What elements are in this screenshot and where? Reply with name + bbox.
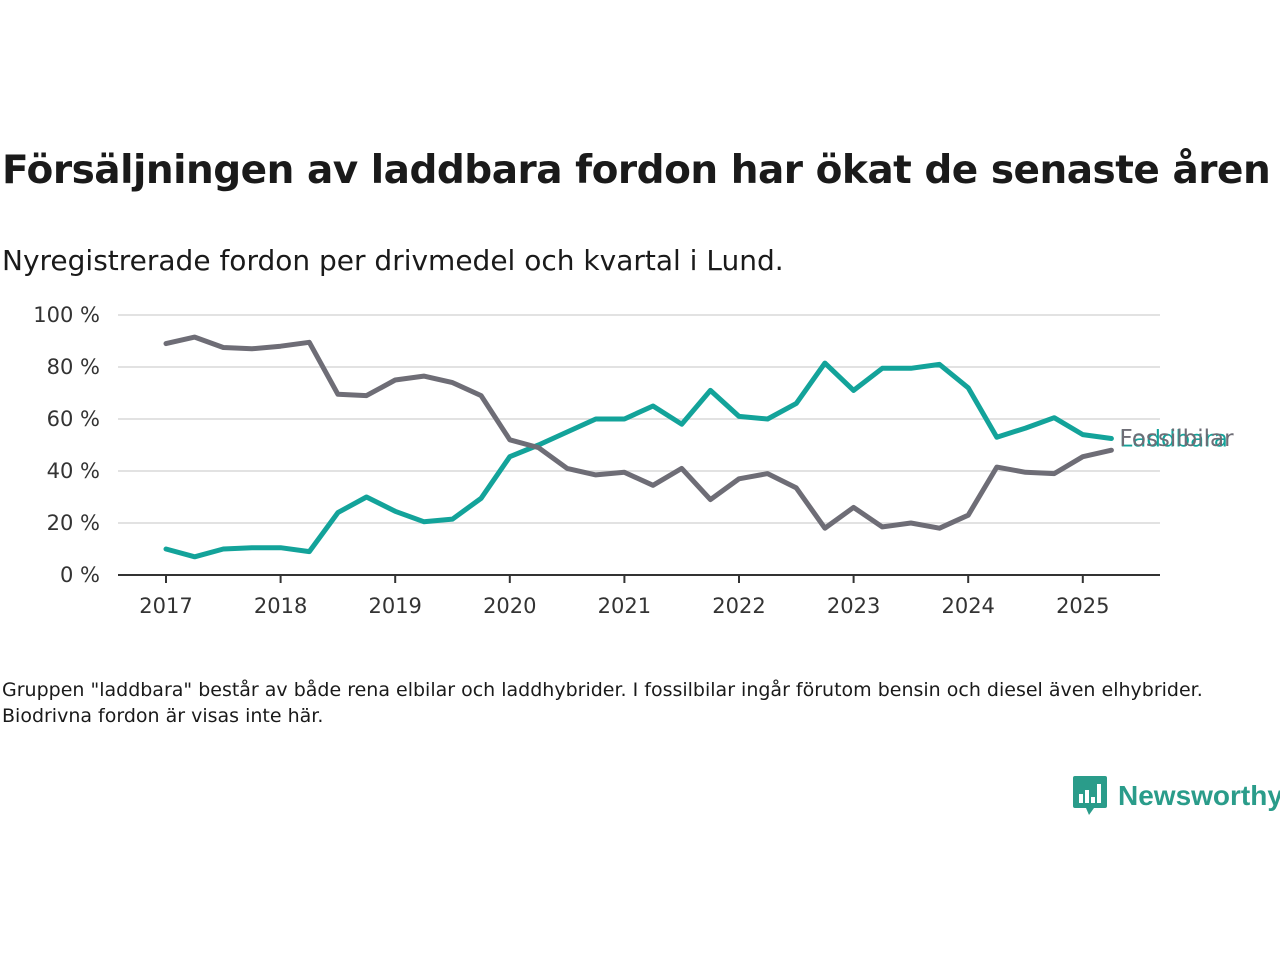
y-tick-label: 80 % [47, 355, 100, 379]
x-axis: 2017 2018 2019 2020 2021 2022 2023 2024 2025 [118, 574, 1160, 618]
y-axis-ticks: 0 % 20 % 40 % 60 % 80 % 100 % [33, 303, 100, 587]
series-line-fossilbilar [163, 334, 1114, 531]
series-line-laddbara [163, 360, 1114, 560]
newsworthy-logo-icon [1073, 776, 1107, 815]
series-label-fossilbilar: Fossilbilar [1119, 426, 1234, 452]
y-tick-label: 0 % [60, 563, 100, 587]
x-tick-label: 2025 [1056, 594, 1109, 618]
y-tick-label: 20 % [47, 511, 100, 535]
series-lines [163, 334, 1114, 560]
chart-subtitle: Nyregistrerade fordon per drivmedel och … [2, 244, 784, 277]
y-tick-label: 60 % [47, 407, 100, 431]
line-chart: 0 % 20 % 40 % 60 % 80 % 100 % 2017 2018 2019 202… [33, 303, 1234, 618]
x-tick-label: 2017 [139, 594, 192, 618]
y-tick-label: 100 % [33, 303, 100, 327]
x-tick-label: 2024 [941, 594, 994, 618]
gridlines [118, 314, 1160, 524]
x-tick-label: 2019 [368, 594, 421, 618]
chart-title: Försäljningen av laddbara fordon har öka… [2, 148, 1271, 193]
footnote: Gruppen "laddbara" består av både rena e… [2, 679, 1203, 727]
x-tick-label: 2020 [483, 594, 536, 618]
x-tick-label: 2018 [254, 594, 307, 618]
x-tick-label: 2023 [827, 594, 880, 618]
brand-name: Newsworthy [1118, 780, 1280, 811]
x-tick-label: 2022 [712, 594, 765, 618]
brand[interactable]: Newsworthy [1072, 775, 1280, 817]
series-label-laddbara: Laddbara [1119, 427, 1227, 453]
x-tick-label: 2021 [598, 594, 651, 618]
y-tick-label: 40 % [47, 459, 100, 483]
